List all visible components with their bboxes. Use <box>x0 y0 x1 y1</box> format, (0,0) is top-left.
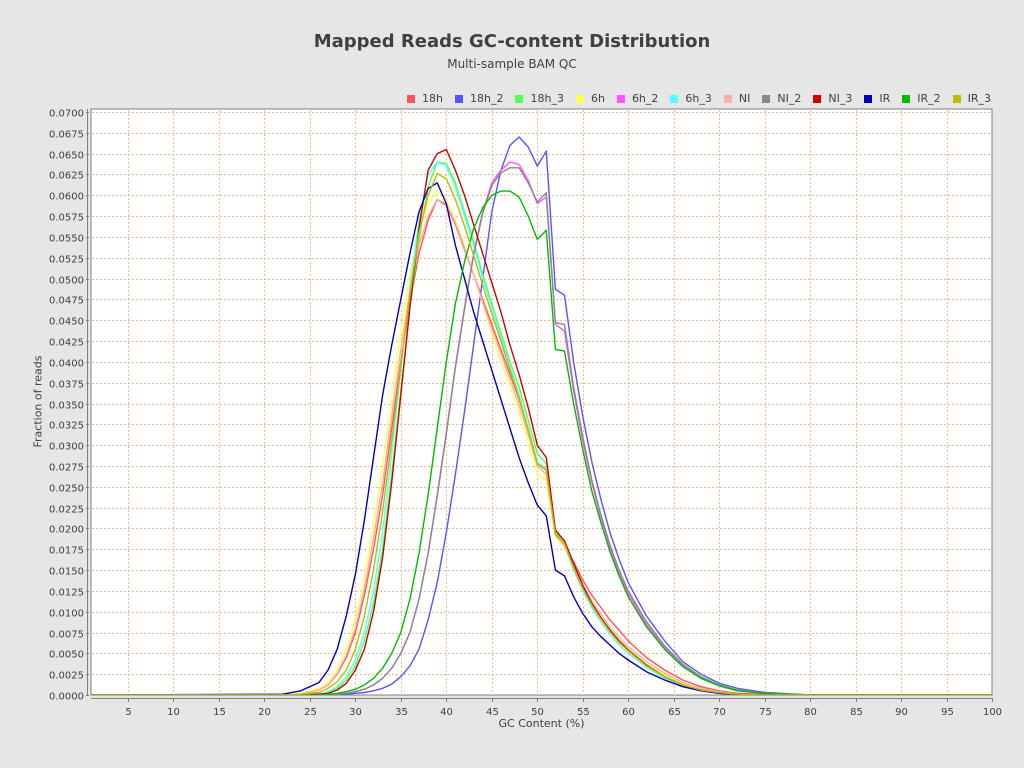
x-tick-label: 50 <box>531 707 544 718</box>
y-tick-label: 0.0675 <box>49 130 84 141</box>
y-tick-label: 0.0325 <box>49 421 84 432</box>
legend-swatch-icon <box>455 94 464 103</box>
y-tick-label: 0.0125 <box>49 588 84 599</box>
legend-label: 6h_2 <box>631 92 659 105</box>
legend-label: NI <box>738 92 751 105</box>
y-tick-label: 0.0175 <box>49 546 84 557</box>
series-line-ni <box>91 198 992 695</box>
series-line-6h <box>91 190 992 695</box>
legend-swatch-icon <box>762 94 771 103</box>
y-tick-label: 0.0225 <box>49 505 84 516</box>
x-tick-label: 30 <box>349 707 362 718</box>
y-tick-label: 0.0475 <box>49 296 84 307</box>
legend-swatch-icon <box>515 94 524 103</box>
y-tick-label: 0.0150 <box>49 567 84 578</box>
x-tick-label: 80 <box>804 707 817 718</box>
series-line-ir <box>91 182 992 695</box>
x-tick-label: 5 <box>125 707 131 718</box>
y-tick-label: 0.0075 <box>49 630 84 641</box>
legend-swatch-icon <box>723 94 732 103</box>
legend-label: IR_2 <box>917 92 941 105</box>
legend-label: IR_3 <box>967 92 991 105</box>
legend-swatch-icon <box>670 94 679 103</box>
x-tick-label: 95 <box>941 707 954 718</box>
x-tick-label: 60 <box>622 707 635 718</box>
legend-label: 6h <box>590 92 605 105</box>
y-tick-label: 0.0575 <box>49 213 84 224</box>
legend-item-ni-3: NI_3 <box>813 92 852 105</box>
legend-item-ni: NI <box>723 92 751 105</box>
y-tick-label: 0.0450 <box>49 317 84 328</box>
x-tick-label: 55 <box>577 707 590 718</box>
legend-swatch-icon <box>407 94 416 103</box>
legend-swatch-icon <box>864 94 873 103</box>
legend-item-6h-2: 6h_2 <box>616 92 659 105</box>
legend-swatch-icon <box>616 94 625 103</box>
legend-item-ir-2: IR_2 <box>902 92 941 105</box>
x-tick-label: 40 <box>440 707 453 718</box>
y-tick-label: 0.0375 <box>49 380 84 391</box>
legend-item-ir-3: IR_3 <box>952 92 991 105</box>
y-tick-label: 0.0425 <box>49 338 84 349</box>
legend-item-18h: 18h <box>407 92 443 105</box>
legend-label: NI_2 <box>777 92 802 105</box>
legend-label: 6h_3 <box>685 92 712 105</box>
x-tick-label: 45 <box>486 707 499 718</box>
y-tick-label: 0.0550 <box>49 234 84 245</box>
legend-label: 18h_2 <box>470 92 504 105</box>
legend-swatch-icon <box>575 94 584 103</box>
y-tick-label: 0.0400 <box>49 359 84 370</box>
x-tick-label: 70 <box>713 707 726 718</box>
x-tick-label: 90 <box>895 707 908 718</box>
legend-item-18h-3: 18h_3 <box>515 92 564 105</box>
series-line-18h <box>91 198 992 695</box>
legend-label: 18h <box>422 92 444 105</box>
y-tick-label: 0.0000 <box>49 692 84 703</box>
legend-item-6h: 6h <box>575 92 605 105</box>
y-tick-label: 0.0650 <box>49 151 84 162</box>
y-tick-label: 0.0350 <box>49 401 84 412</box>
series-line-ir-2 <box>91 190 992 695</box>
series-line-ir-3 <box>91 172 992 695</box>
y-tick-label: 0.0050 <box>49 650 84 661</box>
y-tick-label: 0.0300 <box>49 442 84 453</box>
series-line-ni-2 <box>91 167 992 695</box>
y-tick-label: 0.0525 <box>49 255 84 266</box>
legend-item-ni-2: NI_2 <box>762 92 801 105</box>
legend-item-ir: IR <box>864 92 890 105</box>
y-tick-label: 0.0600 <box>49 192 84 203</box>
series-line-6h-3 <box>91 161 992 695</box>
y-axis-label: Fraction of reads <box>31 355 45 448</box>
legend-label: 18h_3 <box>530 92 564 105</box>
y-tick-label: 0.0250 <box>49 484 84 495</box>
legend-label: IR <box>879 92 891 105</box>
y-tick-label: 0.0700 <box>49 109 84 120</box>
y-tick-label: 0.0100 <box>49 609 84 620</box>
legend-swatch-icon <box>902 94 911 103</box>
chart-subtitle: Multi-sample BAM QC <box>447 57 577 71</box>
legend-item-18h-2: 18h_2 <box>455 92 503 105</box>
chart-title: Mapped Reads GC-content Distribution <box>313 31 711 52</box>
y-tick-label: 0.0275 <box>49 463 84 474</box>
x-tick-label: 20 <box>258 707 271 718</box>
x-tick-label: 15 <box>213 707 226 718</box>
y-tick-label: 0.0200 <box>49 525 84 536</box>
x-tick-label: 10 <box>167 707 180 718</box>
y-tick-label: 0.0625 <box>49 171 84 182</box>
chart-legend: 18h 18h_2 18h_3 6h 6h_2 6h_3 NI NI_2 NI_3 IR IR_2 I… <box>395 92 991 105</box>
x-tick-label: 100 <box>983 707 1002 718</box>
legend-label: NI_3 <box>828 92 853 105</box>
x-tick-label: 35 <box>395 707 408 718</box>
x-tick-label: 25 <box>304 707 317 718</box>
legend-swatch-icon <box>813 94 822 103</box>
y-tick-label: 0.0500 <box>49 276 84 287</box>
x-tick-label: 65 <box>668 707 681 718</box>
x-axis-label: GC Content (%) <box>498 717 585 730</box>
x-tick-label: 75 <box>759 707 772 718</box>
y-tick-label: 0.0025 <box>49 671 84 682</box>
legend-item-6h-3: 6h_3 <box>670 92 712 105</box>
x-tick-label: 85 <box>850 707 863 718</box>
legend-swatch-icon <box>952 94 961 103</box>
